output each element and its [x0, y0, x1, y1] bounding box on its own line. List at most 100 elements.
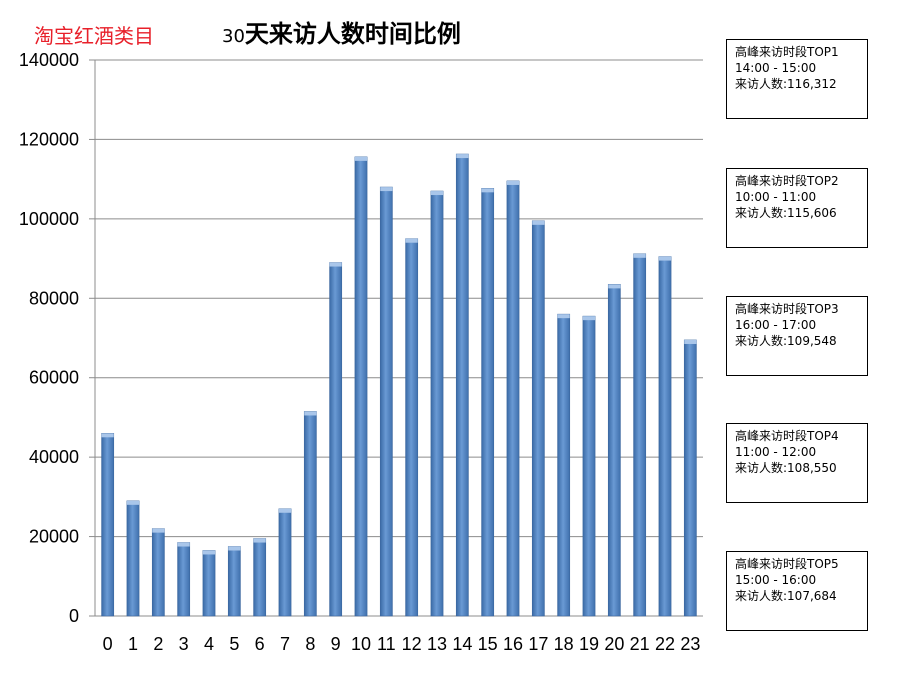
bar-hour-14 [455, 153, 469, 617]
top5-box: 高峰来访时段TOP5 15:00 - 16:00 来访人数:107,684 [726, 551, 868, 631]
bar-cap [177, 542, 190, 547]
top4-range: 11:00 - 12:00 [735, 445, 817, 459]
x-tick-label: 7 [280, 634, 290, 654]
bar-cap [152, 528, 165, 533]
top2-range: 10:00 - 11:00 [735, 190, 817, 204]
top5-visitors: 来访人数:107,684 [735, 589, 837, 603]
bar-cap [456, 154, 469, 159]
x-tick-label: 23 [680, 634, 700, 654]
bar-cap [633, 253, 646, 258]
x-tick-label: 9 [331, 634, 341, 654]
bar-cap [405, 238, 418, 243]
x-tick-label: 10 [351, 634, 371, 654]
bar-hour-20 [607, 284, 621, 617]
bar-hour-6 [253, 538, 267, 617]
top3-visitors: 来访人数:109,548 [735, 334, 837, 348]
bar-hour-13 [430, 190, 444, 617]
top4-box: 高峰来访时段TOP4 11:00 - 12:00 来访人数:108,550 [726, 423, 868, 503]
y-tick-label: 0 [69, 606, 79, 626]
bar-cap [202, 550, 216, 555]
x-tick-label: 22 [655, 634, 675, 654]
x-tick-label: 17 [528, 634, 548, 654]
bar-hour-12 [405, 238, 419, 617]
bar-cap [608, 284, 621, 289]
y-tick-label: 80000 [29, 288, 79, 308]
x-tick-label: 8 [305, 634, 315, 654]
y-tick-label: 120000 [19, 129, 79, 149]
bar-cap [506, 180, 520, 185]
y-tick-label: 60000 [29, 368, 79, 388]
bar-cap [126, 500, 140, 505]
bar-hour-7 [278, 508, 292, 617]
axes [89, 59, 703, 617]
bar-cap [329, 262, 342, 267]
bar-hour-22 [658, 256, 672, 617]
bar-cap [532, 220, 545, 225]
top5-title: 高峰来访时段TOP5 [735, 557, 839, 571]
bar-hour-3 [177, 542, 191, 617]
y-tick-label: 20000 [29, 527, 79, 547]
x-tick-label: 18 [554, 634, 574, 654]
y-tick-label: 100000 [19, 209, 79, 229]
x-tick-label: 5 [229, 634, 239, 654]
bar-hour-16 [506, 180, 520, 617]
bar-hour-19 [582, 315, 596, 617]
x-tick-label: 20 [604, 634, 624, 654]
top3-box: 高峰来访时段TOP3 16:00 - 17:00 来访人数:109,548 [726, 296, 868, 376]
x-tick-label: 12 [402, 634, 422, 654]
bars [101, 153, 697, 617]
bar-cap [658, 256, 672, 261]
top3-title: 高峰来访时段TOP3 [735, 302, 839, 316]
top2-title: 高峰来访时段TOP2 [735, 174, 839, 188]
bar-cap [304, 411, 317, 416]
x-tick-label: 6 [255, 634, 265, 654]
bar-hour-9 [329, 262, 343, 617]
top5-range: 15:00 - 16:00 [735, 573, 817, 587]
top4-title: 高峰来访时段TOP4 [735, 429, 839, 443]
x-tick-label: 11 [377, 634, 396, 654]
bar-cap [481, 188, 494, 193]
grid-lines [95, 59, 703, 538]
title-number: 30 [222, 26, 245, 47]
top1-range: 14:00 - 15:00 [735, 61, 817, 75]
bar-hour-1 [126, 500, 140, 617]
x-tick-label: 19 [579, 634, 599, 654]
bar-hour-15 [481, 188, 495, 617]
y-tick-label: 140000 [19, 50, 79, 70]
x-tick-label: 2 [153, 634, 163, 654]
x-tick-label: 4 [204, 634, 214, 654]
title-text: 天来访人数时间比例 [244, 20, 461, 48]
x-tick-label: 0 [103, 634, 113, 654]
bar-cap [253, 538, 266, 543]
bar-cap [380, 187, 393, 192]
bar-hour-23 [683, 339, 697, 617]
x-tick-label: 14 [452, 634, 472, 654]
top1-visitors: 来访人数:116,312 [735, 77, 837, 91]
bar-cap [430, 191, 444, 196]
bar-cap [101, 433, 114, 438]
bar-cap [354, 156, 368, 161]
top2-visitors: 来访人数:115,606 [735, 206, 837, 220]
top4-visitors: 来访人数:108,550 [735, 461, 837, 475]
bar-hour-18 [557, 313, 571, 617]
x-tick-label: 13 [427, 634, 447, 654]
bar-hour-8 [303, 411, 317, 617]
bar-cap [582, 316, 596, 321]
category-label: 淘宝红酒类目 [34, 24, 154, 48]
bar-cap [684, 339, 697, 344]
bar-cap [228, 546, 241, 551]
top1-box: 高峰来访时段TOP1 14:00 - 15:00 来访人数:116,312 [726, 39, 868, 119]
bar-hour-0 [101, 433, 115, 617]
top1-title: 高峰来访时段TOP1 [735, 45, 839, 59]
x-tick-label: 21 [630, 634, 650, 654]
bar-hour-11 [379, 186, 393, 617]
chart-title: 30天来访人数时间比例 [222, 14, 461, 49]
bar-hour-5 [227, 546, 241, 617]
bar-hour-2 [151, 528, 165, 617]
y-tick-label: 40000 [29, 447, 79, 467]
top3-range: 16:00 - 17:00 [735, 318, 817, 332]
bar-cap [557, 314, 570, 319]
bar-hour-17 [531, 220, 545, 617]
bar-cap [278, 508, 292, 513]
